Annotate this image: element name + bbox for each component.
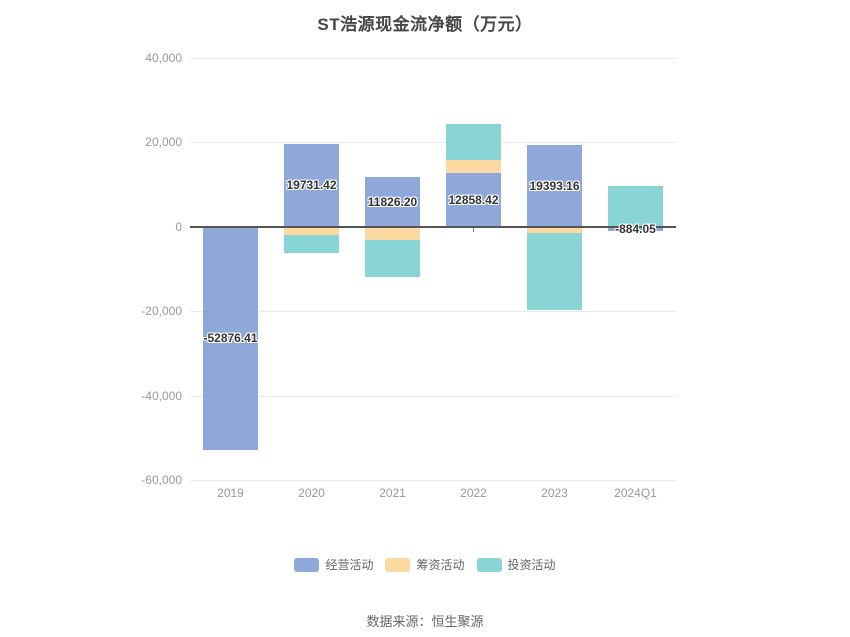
- legend-item-financing[interactable]: 筹资活动: [385, 556, 465, 573]
- bar-value-label: 12858.42: [448, 192, 499, 207]
- chart-legend: 经营活动 筹资活动 投资活动: [0, 556, 850, 573]
- legend-label: 投资活动: [507, 558, 556, 572]
- bar-investing-2022: [446, 124, 501, 161]
- y-axis-label: -40,000: [141, 388, 182, 403]
- chart-title: ST浩源现金流净额（万元）: [317, 15, 533, 34]
- y-axis-label: -20,000: [141, 304, 182, 319]
- bar-operating-2021: [365, 176, 420, 227]
- bar-operating-2024Q1: [608, 226, 663, 231]
- legend-label: 经营活动: [325, 558, 374, 572]
- bar-investing-2020: [284, 235, 339, 254]
- x-axis-tick: [473, 226, 474, 232]
- x-axis-label: 2021: [379, 486, 406, 500]
- gridline: [190, 311, 676, 313]
- x-axis-label: 2022: [460, 486, 487, 500]
- bar-financing-2020: [284, 226, 339, 236]
- legend-label: 筹资活动: [416, 558, 465, 572]
- bar-investing-2023: [527, 233, 582, 311]
- data-source-note: 数据来源：恒生聚源: [366, 614, 484, 629]
- y-axis-label: 0: [175, 219, 182, 234]
- bar-value-label: 11826.20: [367, 194, 418, 209]
- legend-swatch-operating: [294, 557, 320, 572]
- x-axis-label: 2020: [298, 486, 325, 500]
- legend-swatch-financing: [385, 557, 411, 572]
- x-axis-label: 2019: [217, 486, 244, 500]
- bar-financing-2022: [446, 160, 501, 173]
- bar-financing-2023: [527, 226, 582, 234]
- gridline: [190, 142, 676, 144]
- y-axis-label: 40,000: [145, 51, 182, 65]
- bar-value-label: 19731.42: [286, 178, 337, 193]
- bar-operating-2022: [446, 172, 501, 227]
- bar-operating-2020: [284, 143, 339, 227]
- legend-swatch-investing: [476, 557, 502, 572]
- x-axis-zero-line: [190, 225, 676, 228]
- y-axis-label: -60,000: [141, 473, 182, 487]
- bar-operating-2023: [527, 144, 582, 227]
- legend-item-investing[interactable]: 投资活动: [476, 556, 556, 573]
- bar-financing-2021: [365, 226, 420, 241]
- bar-investing-2024Q1: [608, 185, 663, 227]
- gridline: [190, 480, 676, 481]
- x-axis-label: 2023: [541, 486, 568, 500]
- x-axis-label: 2024Q1: [614, 486, 657, 500]
- bar-value-label: 19393.16: [529, 178, 580, 193]
- bar-value-label: -884.05: [615, 221, 656, 236]
- y-axis-label: 20,000: [145, 135, 182, 150]
- legend-item-operating[interactable]: 经营活动: [294, 556, 373, 573]
- bar-investing-2021: [365, 240, 420, 277]
- bar-operating-2019: [203, 226, 258, 450]
- gridline: [190, 395, 676, 397]
- gridline: [190, 58, 676, 59]
- bar-value-label: -52876.41: [203, 331, 258, 346]
